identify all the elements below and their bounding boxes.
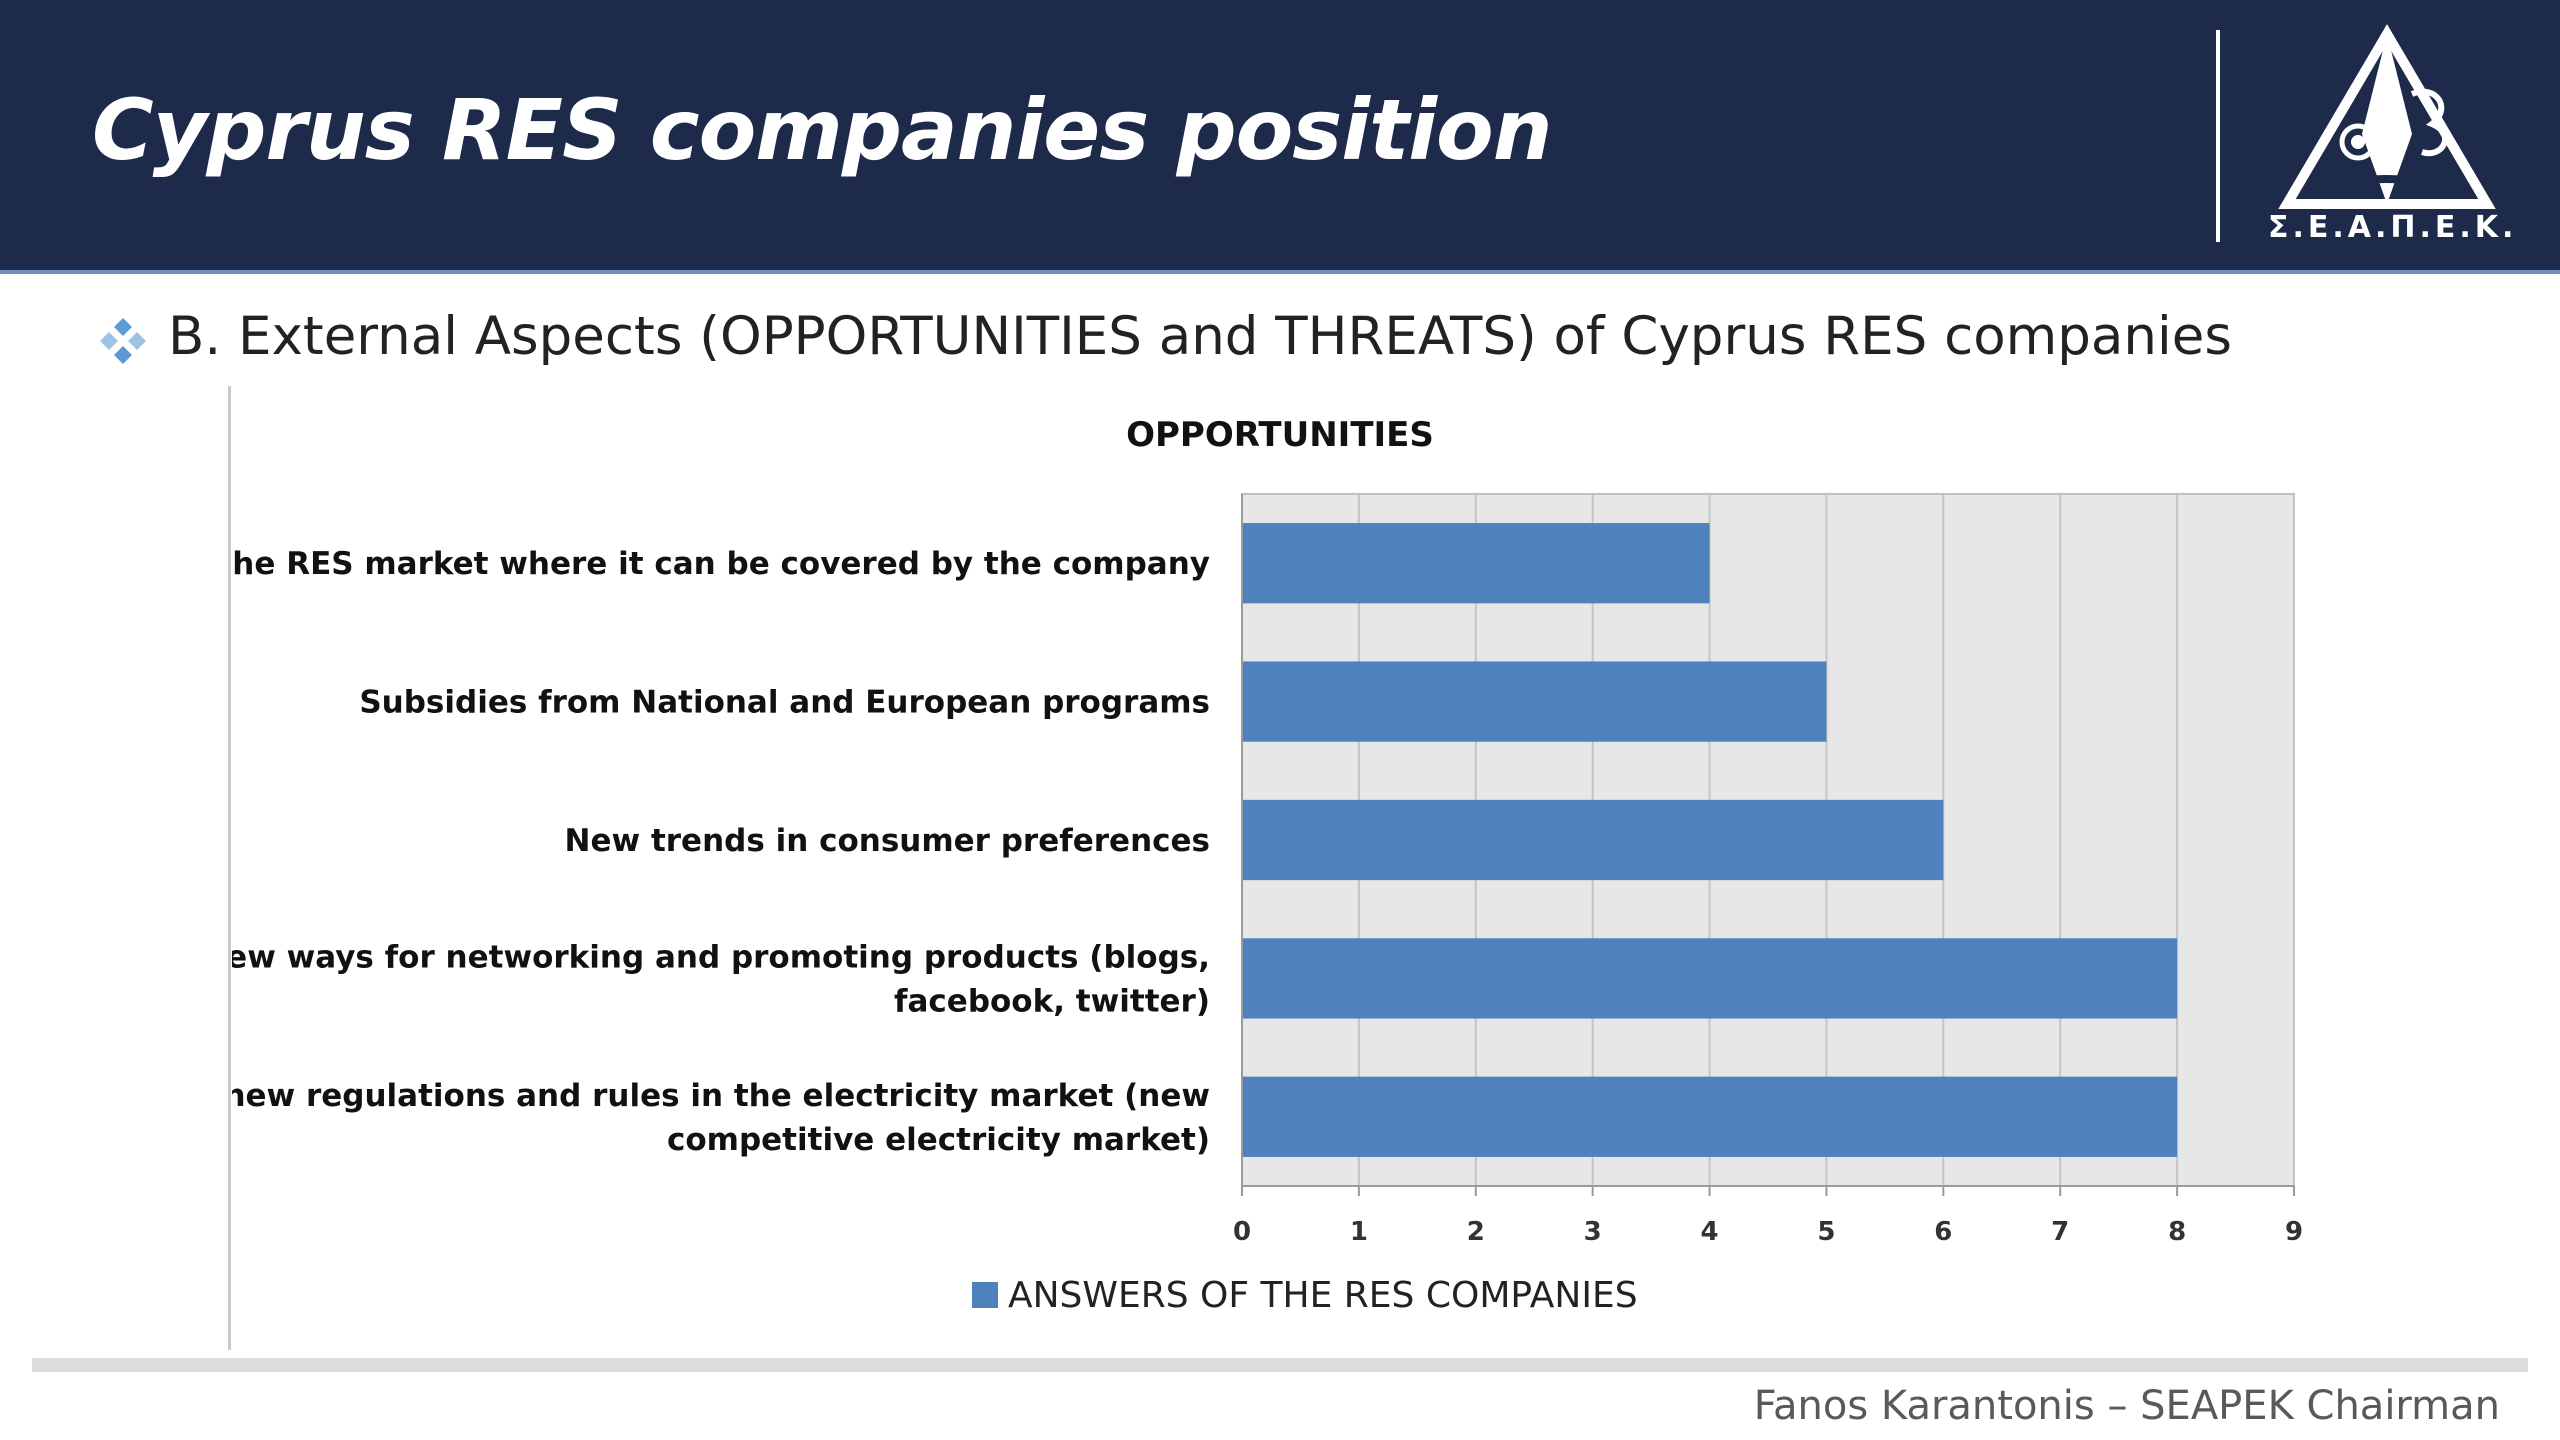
bars — [1242, 523, 2178, 1157]
four-diamond-bullet-icon — [100, 318, 146, 364]
category-label: New trends in consumer preferences — [565, 823, 1210, 859]
x-tick-label: 1 — [1350, 1217, 1368, 1247]
slide-header: Cyprus RES companies position Σ.Ε.Α.Π.Ε.… — [0, 0, 2560, 274]
bar — [1242, 938, 2178, 1019]
seapek-triangle-logo-icon — [2278, 24, 2496, 209]
x-tick-label: 4 — [1701, 1217, 1719, 1247]
category-label: Subsidies from National and European pro… — [359, 685, 1210, 721]
legend-label: ANSWERS OF THE RES COMPANIES — [1008, 1275, 1638, 1316]
slide-title: Cyprus RES companies position — [92, 81, 1553, 179]
bar — [1242, 799, 1944, 881]
chart-title: OPPORTUNITIES — [1126, 415, 1434, 455]
category-label: competitive electricity market) — [667, 1122, 1210, 1158]
logo-text: Σ.Ε.Α.Π.Ε.Κ. — [2268, 210, 2518, 245]
slide-subtitle: B. External Aspects (OPPORTUNITIES and T… — [168, 306, 2232, 367]
x-tick-label: 6 — [1934, 1217, 1952, 1247]
footer-rule — [32, 1358, 2528, 1372]
legend: ANSWERS OF THE RES COMPANIES — [972, 1275, 1638, 1316]
x-tick-label: 9 — [2285, 1217, 2303, 1247]
x-tick-label: 2 — [1467, 1217, 1485, 1247]
bar — [1242, 1076, 2178, 1157]
x-tick-label: 5 — [1817, 1217, 1835, 1247]
x-axis-ticks: 0 1 2 3 4 5 6 7 8 9 — [1233, 1217, 2303, 1247]
left-vertical-rule — [228, 386, 231, 1350]
category-label: Gaps in the RES market where it can be c… — [232, 546, 1210, 582]
opportunities-bar-chart: OPPORTUNITIES Gaps in the RES market whe… — [232, 415, 2303, 1316]
category-label: New ways for networking and promoting pr… — [232, 939, 1210, 975]
x-tick-label: 3 — [1584, 1217, 1602, 1247]
x-tick-label: 8 — [2168, 1217, 2186, 1247]
category-label: facebook, twitter) — [894, 983, 1210, 1019]
bar — [1242, 523, 1710, 604]
x-tick-label: 0 — [1233, 1217, 1251, 1247]
category-labels: Gaps in the RES market where it can be c… — [232, 546, 1210, 1158]
bar — [1242, 661, 1827, 742]
category-label: The new regulations and rules in the ele… — [232, 1078, 1210, 1114]
legend-swatch — [972, 1282, 998, 1308]
header-divider — [2216, 30, 2220, 242]
x-tick-label: 7 — [2051, 1217, 2069, 1247]
footer-text: Fanos Karantonis – SEAPEK Chairman — [1753, 1383, 2500, 1429]
